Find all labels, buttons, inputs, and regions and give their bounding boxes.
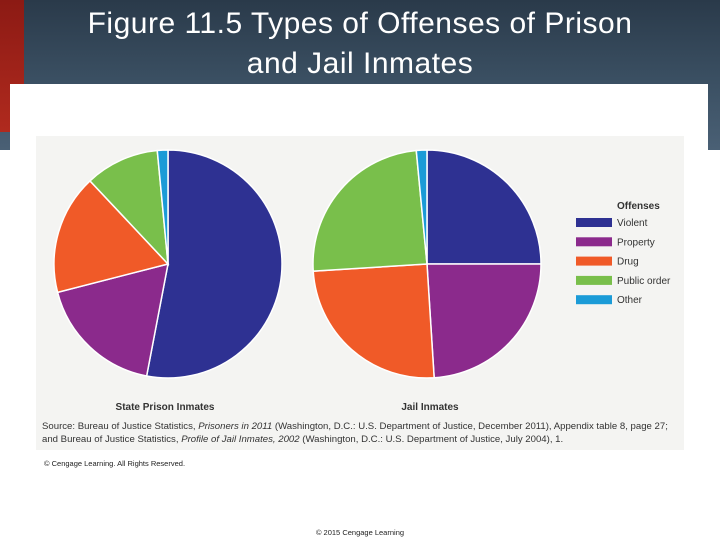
pie-slice-prison-property [56, 262, 169, 377]
pie-slice-jail-drug [312, 263, 435, 379]
source-text-3: (Washington, D.C.: U.S. Department of Ju… [299, 433, 564, 445]
footer-copyright: © 2015 Cengage Learning [315, 528, 405, 537]
legend-swatch [576, 275, 612, 285]
source-title-2: Profile of Jail Inmates, 2002 [181, 433, 300, 445]
pie-label: State Prison Inmates [116, 402, 215, 413]
pie-slice-prison-other [156, 149, 169, 265]
slide-title-line2: and Jail Inmates [246, 47, 474, 80]
legend-swatch [576, 295, 612, 305]
legend-label: Property [617, 237, 655, 248]
legend-label: Public order [617, 276, 671, 287]
pie-slice-jail-property [426, 263, 542, 379]
source-text-2: (Washington, D.C.: U.S. Department of Ju… [42, 421, 668, 445]
pie-slice-prison-drug [53, 179, 170, 294]
legend-label: Other [617, 295, 643, 306]
slide-title-line1: Figure 11.5 Types of Offenses of Prison [87, 7, 633, 40]
legend-title: Offenses [617, 201, 660, 212]
pie-slice-prison-violent [145, 149, 283, 379]
pie-slice-jail-violent [426, 149, 542, 265]
source-note: Source: Bureau of Justice Statistics, Pr… [42, 421, 678, 446]
pie-slice-jail-public-order [312, 149, 428, 272]
pie-slice-prison-public-order [88, 149, 169, 267]
pie-label: Jail Inmates [401, 402, 459, 413]
legend-label: Violent [617, 218, 648, 229]
legend-swatch [576, 218, 612, 227]
legend-label: Drug [617, 257, 639, 268]
source-title-1: Prisoners in 2011 [198, 421, 273, 432]
source-text-1: Source: Bureau of Justice Statistics, [42, 421, 199, 432]
legend-swatch [576, 237, 612, 247]
copyright-note: © Cengage Learning. All Rights Reserved. [44, 459, 186, 468]
legend-swatch [576, 256, 612, 266]
pie-slice-jail-other [415, 149, 428, 265]
slide-title: Figure 11.5 Types of Offenses of Prison … [30, 4, 690, 84]
